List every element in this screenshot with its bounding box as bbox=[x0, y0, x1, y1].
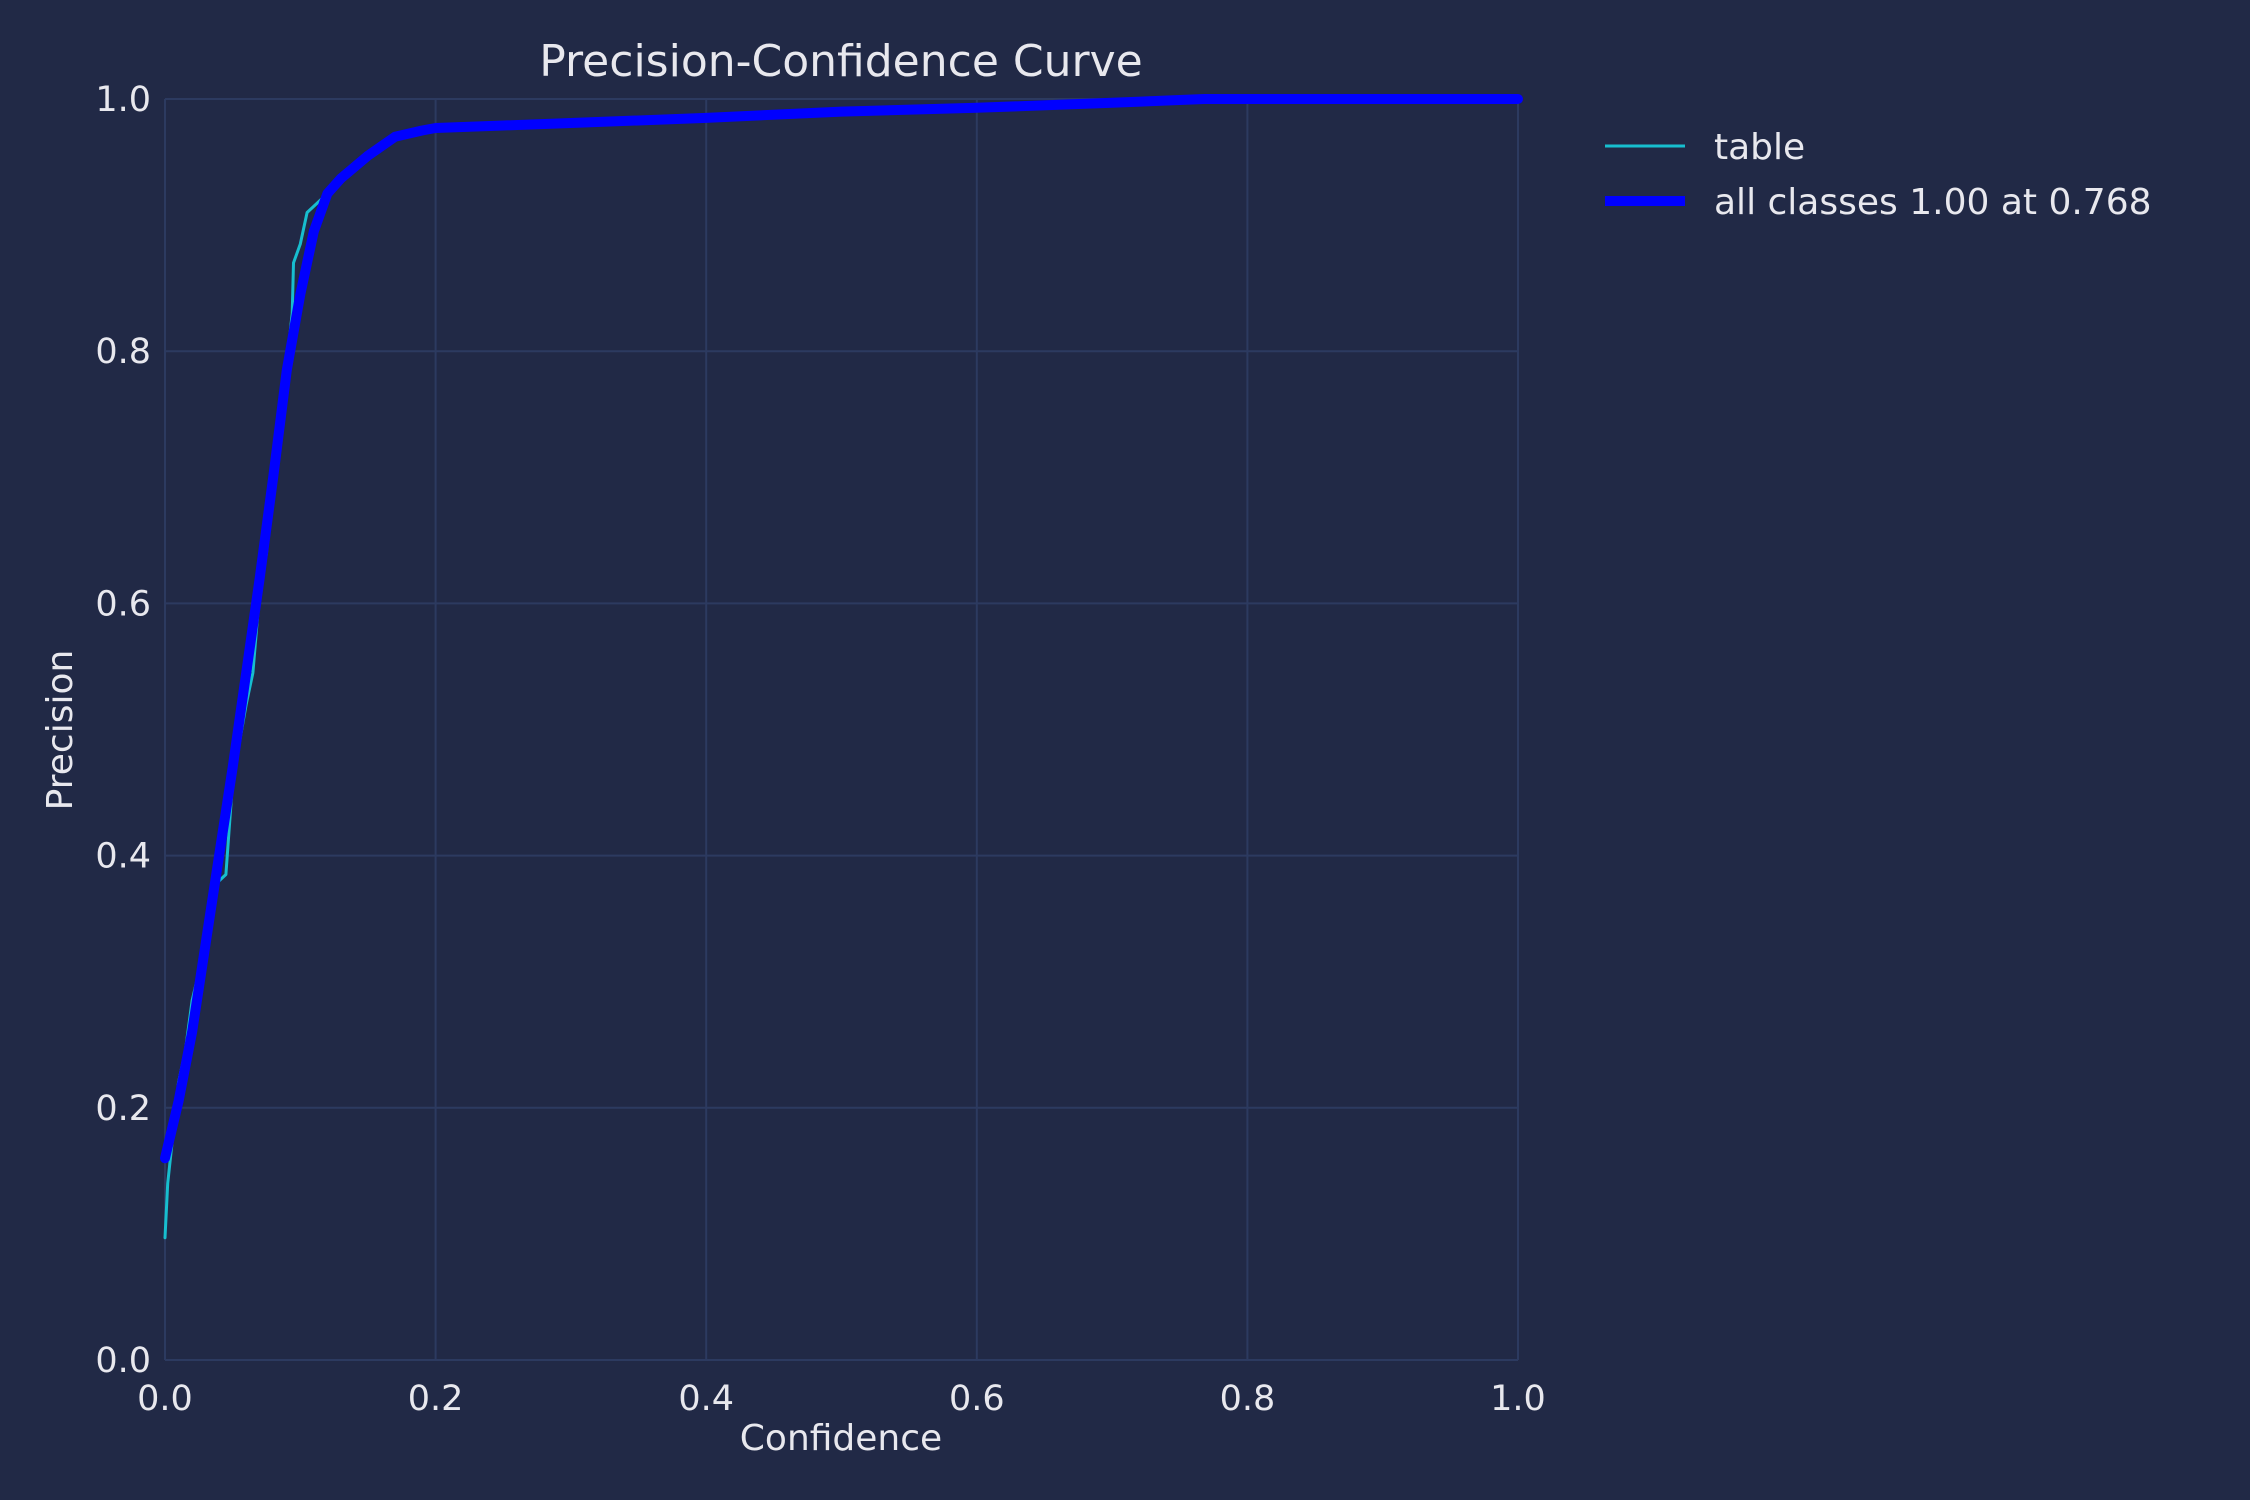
y-axis-ticks: 0.0 0.2 0.4 0.6 0.8 1.0 bbox=[95, 80, 151, 1381]
y-tick-label: 0.4 bbox=[95, 837, 151, 877]
x-tick-label: 0.6 bbox=[949, 1379, 1005, 1419]
x-tick-label: 0.0 bbox=[137, 1379, 193, 1419]
x-axis-ticks: 0.0 0.2 0.4 0.6 0.8 1.0 bbox=[137, 1379, 1546, 1419]
y-tick-label: 0.8 bbox=[95, 332, 151, 372]
legend: table all classes 1.00 at 0.768 bbox=[1605, 127, 2152, 223]
plot-area bbox=[165, 99, 1518, 1360]
y-tick-label: 0.0 bbox=[95, 1341, 151, 1381]
series-lines bbox=[160, 94, 1523, 1240]
chart-title: Precision-Confidence Curve bbox=[539, 36, 1142, 87]
x-tick-label: 0.8 bbox=[1220, 1379, 1276, 1419]
x-axis-label: Confidence bbox=[740, 1418, 942, 1459]
x-tick-label: 0.2 bbox=[408, 1379, 464, 1419]
y-tick-label: 0.6 bbox=[95, 584, 151, 624]
y-tick-label: 0.2 bbox=[95, 1089, 151, 1129]
y-tick-label: 1.0 bbox=[95, 80, 151, 120]
grid bbox=[164, 98, 1519, 1361]
legend-label-table: table bbox=[1714, 127, 1805, 168]
x-tick-label: 0.4 bbox=[678, 1379, 734, 1419]
y-axis-label: Precision bbox=[40, 650, 81, 811]
series-line-all-classes bbox=[160, 94, 1523, 1164]
x-tick-label: 1.0 bbox=[1490, 1379, 1546, 1419]
legend-label-all-classes: all classes 1.00 at 0.768 bbox=[1714, 182, 2152, 223]
